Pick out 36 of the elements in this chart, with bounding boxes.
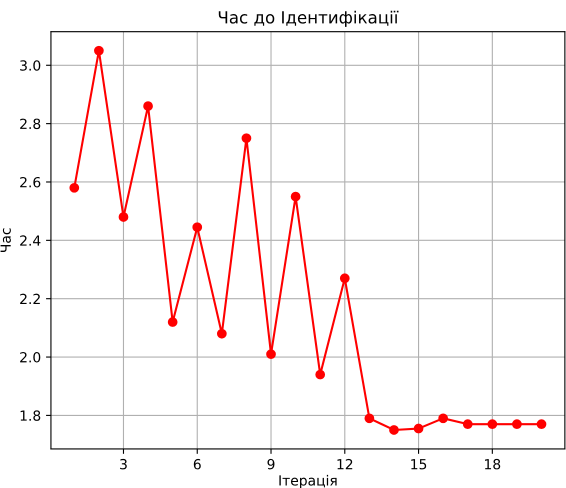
x-tick-label: 6 bbox=[194, 458, 201, 470]
point bbox=[438, 413, 448, 424]
point bbox=[94, 46, 104, 56]
point bbox=[414, 424, 424, 434]
point bbox=[512, 419, 522, 430]
point bbox=[69, 182, 80, 193]
point bbox=[242, 133, 252, 144]
point bbox=[192, 222, 202, 232]
x-axis-title: Ітерація bbox=[279, 474, 337, 488]
y-tick-label: 2.8 bbox=[20, 118, 40, 130]
x-tick-label: 9 bbox=[267, 458, 274, 470]
y-tick-label: 2.6 bbox=[20, 176, 40, 188]
point bbox=[315, 370, 326, 380]
point bbox=[216, 328, 227, 339]
point bbox=[364, 413, 374, 424]
point bbox=[266, 349, 276, 359]
point bbox=[118, 212, 128, 222]
point bbox=[290, 192, 300, 202]
point bbox=[487, 419, 498, 430]
point bbox=[462, 419, 473, 430]
point bbox=[143, 101, 153, 111]
y-axis-title: Час bbox=[0, 228, 11, 252]
x-tick-label: 18 bbox=[485, 458, 500, 470]
point bbox=[536, 419, 546, 430]
point bbox=[168, 317, 178, 327]
x-tick-label: 12 bbox=[337, 458, 352, 470]
y-tick-label: 3.0 bbox=[20, 60, 40, 71]
y-tick-label: 1.8 bbox=[20, 410, 40, 421]
x-tick-label: 15 bbox=[411, 459, 426, 470]
y-tick-label: 2.2 bbox=[20, 294, 40, 304]
chart-title: Час до Ідентифікації bbox=[218, 10, 399, 27]
point bbox=[389, 425, 399, 435]
x-tick-label: 3 bbox=[120, 458, 127, 470]
y-tick-label: 2.4 bbox=[20, 235, 40, 246]
point bbox=[340, 273, 350, 284]
y-tick-label: 2.0 bbox=[20, 352, 40, 363]
